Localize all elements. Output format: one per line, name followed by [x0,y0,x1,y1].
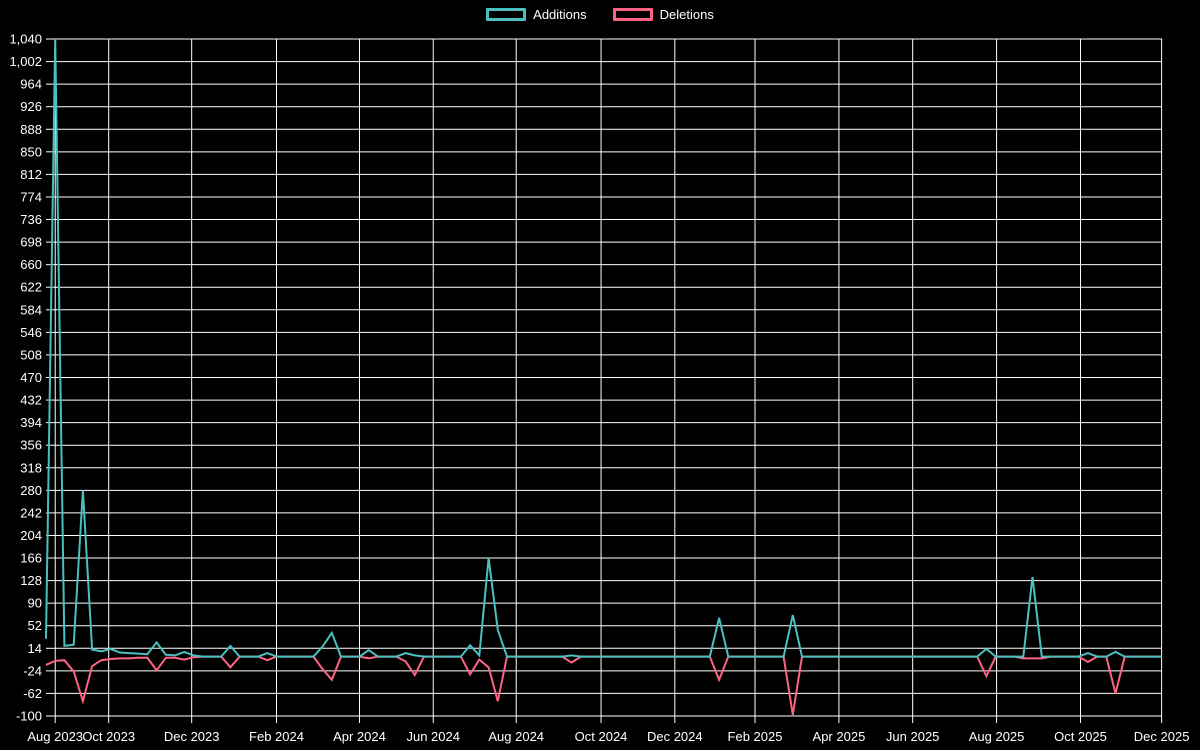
y-tick-label: 432 [20,393,42,408]
deletions-line [45,655,1162,715]
x-axis-tick-labels: Aug 2023 Oct 2023 Dec 2023 Feb 2024 Apr 2024… [27,729,1189,744]
x-tick-label: Jun 2024 [406,729,460,744]
x-tick-label: Oct 2025 [1054,729,1107,744]
y-tick-label: 52 [28,618,42,633]
y-tick-label: 204 [20,528,42,543]
y-tick-label: 508 [20,347,42,362]
y-axis-tick-labels: 1,040 1,002 964 926 888 850 812 774 736 698 660 622… [9,32,42,724]
deletions-legend-label: Deletions [659,7,714,22]
x-tick-label: Aug 2025 [969,729,1025,744]
y-tick-label: 280 [20,483,42,498]
x-tick-label: Jun 2025 [886,729,940,744]
x-tick-label: Aug 2024 [488,729,544,744]
x-tick-label: Oct 2023 [82,729,135,744]
chart-legend: Additions Deletions [0,8,1200,21]
y-tick-label: 128 [20,573,42,588]
y-tick-label: 736 [20,212,42,227]
y-tick-label: 926 [20,99,42,114]
y-tick-label: 622 [20,280,42,295]
y-tick-label: 14 [28,641,42,656]
y-tick-label: 850 [20,144,42,159]
y-tick-label: 812 [20,167,42,182]
y-tick-label: 1,040 [9,32,42,47]
y-tick-label: 660 [20,257,42,272]
y-tick-label: -100 [16,709,42,724]
y-tick-label: 318 [20,460,42,475]
x-tick-label: Feb 2024 [249,729,304,744]
x-tick-label: Apr 2025 [813,729,866,744]
y-tick-label: -24 [23,663,42,678]
legend-item-additions[interactable]: Additions [486,7,587,22]
y-tick-label: 546 [20,325,42,340]
gridlines [54,38,1163,717]
additions-legend-label: Additions [533,7,587,22]
legend-item-deletions[interactable]: Deletions [612,7,714,22]
y-tick-label: -62 [23,686,42,701]
y-tick-label: 698 [20,235,42,250]
y-tick-label: 470 [20,370,42,385]
y-tick-label: 774 [20,189,42,204]
x-tick-label: Dec 2023 [164,729,220,744]
x-tick-label: Aug 2023 [27,729,83,744]
y-tick-label: 356 [20,438,42,453]
x-tick-label: Apr 2024 [333,729,386,744]
y-tick-label: 584 [20,302,42,317]
data-series-lines [45,38,1162,715]
x-tick-label: Feb 2025 [728,729,783,744]
y-tick-label: 964 [20,77,42,92]
y-tick-label: 166 [20,551,42,566]
y-tick-label: 242 [20,505,42,520]
y-tick-label: 888 [20,122,42,137]
axis-tick-marks [46,38,1163,723]
y-tick-label: 1,002 [9,54,42,69]
x-tick-label: Dec 2025 [1134,729,1190,744]
additions-swatch [486,8,527,21]
y-tick-label: 394 [20,415,42,430]
x-tick-label: Dec 2024 [647,729,703,744]
x-tick-label: Oct 2024 [575,729,628,744]
deletions-swatch [612,8,653,21]
additions-line [45,38,1162,658]
y-tick-label: 90 [28,596,42,611]
